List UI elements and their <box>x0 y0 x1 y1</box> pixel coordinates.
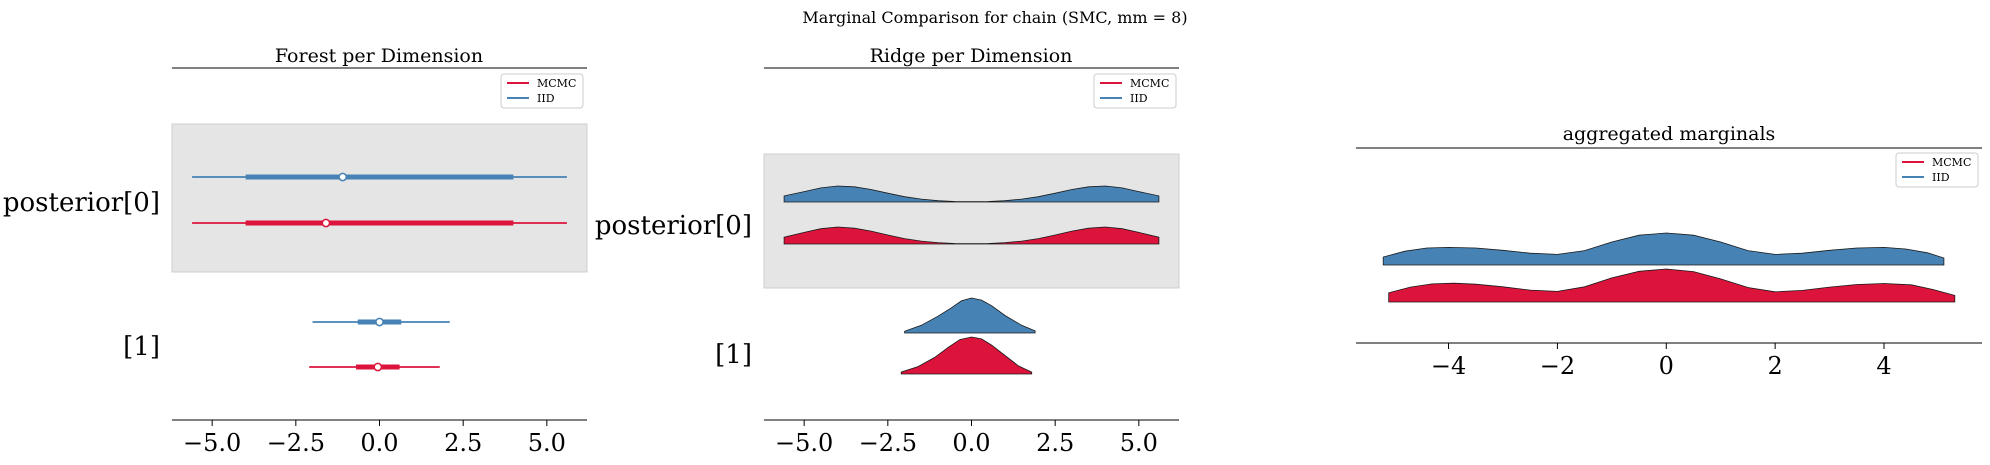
forest-row-band <box>171 123 588 273</box>
x-tick-label: −2.5 <box>267 429 325 457</box>
x-tick-label: −4 <box>1431 352 1466 380</box>
ridge-row-label: [1] <box>715 340 752 370</box>
x-tick-label: −5.0 <box>183 429 241 457</box>
aggregated-density-iid <box>1382 232 1945 266</box>
ridge-row-band <box>763 153 1180 289</box>
ridge-row-label: posterior[0] <box>595 211 752 241</box>
aggregated-panel-title: aggregated marginals <box>1563 123 1776 145</box>
x-tick-label: 0 <box>1659 352 1674 380</box>
x-tick-label: 5.0 <box>1120 429 1158 457</box>
aggregated-marks <box>1382 232 1956 303</box>
forest-center-point <box>375 317 384 327</box>
ridge-panel-title: Ridge per Dimension <box>870 45 1073 67</box>
forest-row-labels: posterior[0] [1] <box>3 188 160 362</box>
ridge-panel: Ridge per Dimension posterior[0] [1] −5.0… <box>595 45 1180 457</box>
aggregated-legend: MCMC IID <box>1895 152 1979 188</box>
x-tick-label: 2.5 <box>444 429 482 457</box>
ridge-marks <box>783 185 1160 375</box>
forest-panel-title: Forest per Dimension <box>275 45 483 67</box>
forest-row-label: [1] <box>123 332 160 362</box>
aggregated-x-ticks: −4 −2 0 2 4 <box>1431 343 1892 380</box>
aggregated-legend-iid-label: IID <box>1932 171 1950 184</box>
forest-legend: MCMC IID <box>500 73 584 109</box>
figure-suptitle: Marginal Comparison for chain (SMC, mm =… <box>802 8 1188 27</box>
forest-marks <box>192 172 567 372</box>
ridge-density-mcmc <box>900 336 1033 375</box>
aggregated-density-mcmc <box>1388 268 1956 303</box>
forest-row-label: posterior[0] <box>3 188 160 218</box>
x-tick-label: 0.0 <box>360 429 398 457</box>
ridge-legend: MCMC IID <box>1093 73 1177 109</box>
x-tick-label: 2.5 <box>1036 429 1074 457</box>
x-tick-label: 5.0 <box>528 429 566 457</box>
x-tick-label: −2.5 <box>859 429 917 457</box>
ridge-density-iid <box>783 185 1160 203</box>
ridge-x-ticks: −5.0 −2.5 0.0 2.5 5.0 <box>775 420 1158 457</box>
forest-center-point <box>373 362 383 372</box>
aggregated-panel: aggregated marginals −4 −2 0 2 4 MCMC IID <box>1356 123 1982 380</box>
ridge-legend-iid-label: IID <box>1130 92 1148 105</box>
x-tick-label: −2 <box>1540 352 1575 380</box>
ridge-row-labels: posterior[0] [1] <box>595 211 752 370</box>
forest-x-ticks: −5.0 −2.5 0.0 2.5 5.0 <box>183 420 566 457</box>
forest-center-point <box>321 218 331 228</box>
forest-center-point <box>338 172 348 182</box>
ridge-density-iid <box>904 297 1036 334</box>
ridge-row-bands <box>763 153 1180 289</box>
x-tick-label: 4 <box>1876 352 1891 380</box>
x-tick-label: 0.0 <box>952 429 990 457</box>
ridge-density-mcmc <box>783 226 1160 245</box>
x-tick-label: −5.0 <box>775 429 833 457</box>
forest-legend-iid-label: IID <box>537 92 555 105</box>
x-tick-label: 2 <box>1768 352 1783 380</box>
forest-legend-mcmc-label: MCMC <box>537 77 576 90</box>
ridge-legend-mcmc-label: MCMC <box>1130 77 1169 90</box>
forest-panel: Forest per Dimension posterior[0] [1] −5.… <box>3 45 588 457</box>
forest-row-bands <box>171 123 588 273</box>
aggregated-legend-mcmc-label: MCMC <box>1932 156 1971 169</box>
